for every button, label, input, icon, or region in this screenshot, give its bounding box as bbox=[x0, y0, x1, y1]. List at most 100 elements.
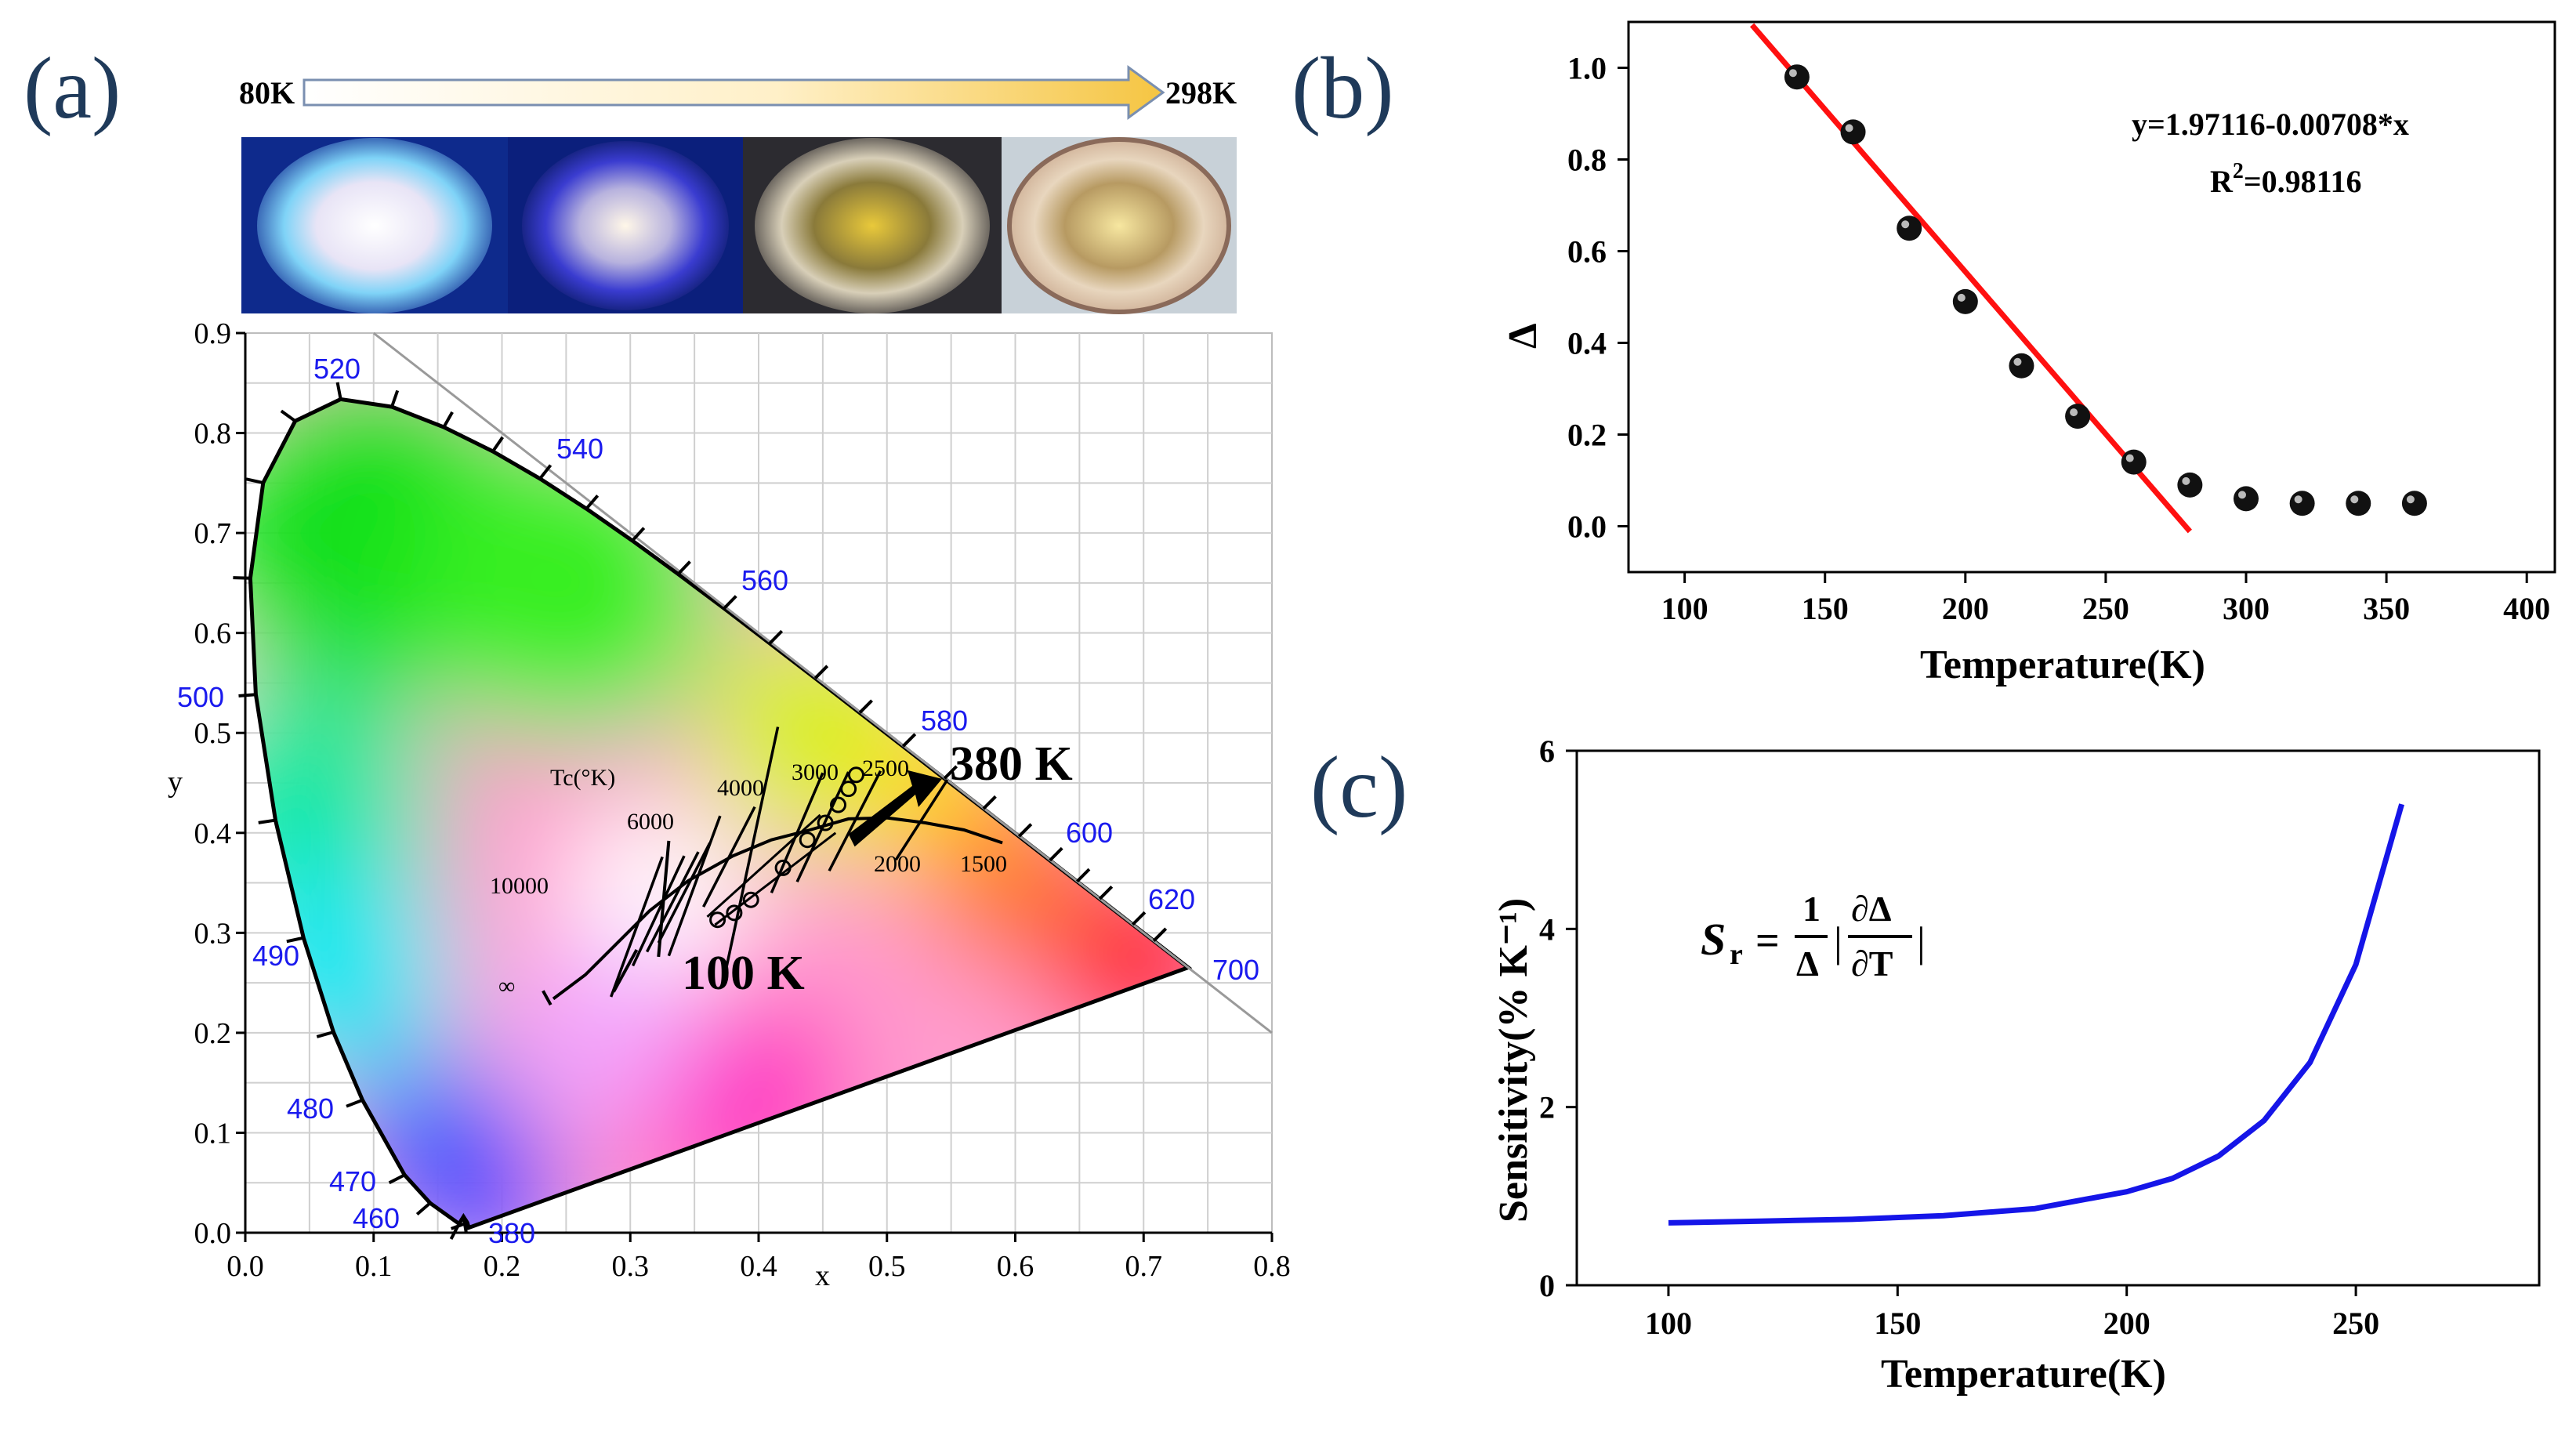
wl-580: 580 bbox=[921, 705, 968, 737]
data-point bbox=[1897, 216, 1922, 241]
wavelength-tick bbox=[813, 665, 829, 679]
iso-temperature-line bbox=[795, 771, 850, 883]
emission-point bbox=[830, 796, 847, 813]
data-point bbox=[2346, 491, 2371, 516]
wavelength-tick bbox=[768, 629, 784, 645]
planckian-end-cap bbox=[542, 990, 553, 1006]
fit-line bbox=[1749, 23, 2193, 534]
emission-point bbox=[774, 859, 792, 876]
cie-xlabel: x bbox=[815, 1259, 830, 1292]
cie-axes: 0.0 0.1 0.2 0.3 0.4 0.5 0.6 0.7 0.8 0.0 0.1 0.2 0.3 0… bbox=[194, 317, 1291, 1283]
wavelength-tick bbox=[585, 495, 600, 510]
b-xtick-label: 100 bbox=[1661, 591, 1708, 626]
emission-point bbox=[709, 911, 726, 929]
b-ytick-label: 0.8 bbox=[1567, 143, 1607, 178]
wl-380: 380 bbox=[488, 1217, 535, 1249]
b-xtick-label: 250 bbox=[2082, 591, 2129, 626]
wavelength-tick bbox=[538, 464, 553, 480]
formula-bar2: | bbox=[1917, 918, 1926, 965]
formula-delta: Δ bbox=[1796, 944, 1819, 984]
wavelength-tick bbox=[415, 1201, 432, 1216]
photo-2-dish bbox=[522, 141, 729, 310]
trajectory-arrow bbox=[848, 770, 942, 847]
cie-ytick-label: 0.2 bbox=[194, 1017, 232, 1050]
photo-1-dish bbox=[257, 138, 492, 313]
photo-3-dish bbox=[755, 138, 990, 313]
wavelength-tick bbox=[238, 693, 256, 698]
iso-temperature-line bbox=[631, 855, 686, 967]
wavelength-tick bbox=[316, 1031, 335, 1038]
planckian-title: Tc(°K) bbox=[550, 765, 615, 791]
panel-c-plot: 100 150 200 250 0 2 4 6 bbox=[1539, 734, 2541, 1341]
formula-r: r bbox=[1730, 938, 1743, 971]
cct-infinity: ∞ bbox=[498, 973, 515, 999]
data-point-highlight bbox=[1901, 220, 1910, 229]
emission-point bbox=[799, 831, 816, 849]
iso-temperature-line bbox=[645, 851, 700, 953]
arrow-start-label: 80K bbox=[239, 75, 295, 110]
data-point bbox=[2121, 449, 2147, 475]
color-blob bbox=[510, 938, 699, 1127]
sensitivity-formula: S r = 1 Δ | ∂Δ ∂T | bbox=[1701, 889, 1926, 984]
data-point-highlight bbox=[2070, 408, 2078, 417]
wavelength-tick bbox=[1152, 927, 1168, 942]
wl-490: 490 bbox=[252, 940, 299, 972]
fit-r2-sup: 2 bbox=[2233, 159, 2244, 183]
wavelength-tick bbox=[335, 382, 342, 400]
c-ytick-label: 4 bbox=[1539, 911, 1555, 947]
wl-480: 480 bbox=[287, 1092, 334, 1125]
color-blob bbox=[439, 1150, 565, 1228]
wl-600: 600 bbox=[1066, 817, 1113, 849]
b-xtick-label: 400 bbox=[2503, 591, 2550, 626]
iso-temperature-line bbox=[702, 806, 756, 908]
b-ytick-label: 0.2 bbox=[1567, 418, 1607, 453]
cct-1500: 1500 bbox=[960, 851, 1007, 877]
wavelength-tick bbox=[676, 560, 691, 575]
cie-emission-points bbox=[706, 766, 942, 929]
cie-ytick-label: 0.1 bbox=[194, 1117, 232, 1150]
cct-labels: Tc(°K) 10000 6000 4000 3000 2500 2000 15… bbox=[490, 755, 1007, 999]
wl-500: 500 bbox=[177, 681, 224, 713]
cie-xtick-label: 0.4 bbox=[740, 1250, 777, 1283]
wl-460: 460 bbox=[353, 1202, 400, 1234]
fit-r2-value: =0.98116 bbox=[2244, 164, 2362, 199]
cie-xtick-label: 0.6 bbox=[997, 1250, 1034, 1283]
data-point-highlight bbox=[2294, 495, 2302, 504]
emission-point bbox=[726, 904, 743, 922]
cie-xtick-label: 0.1 bbox=[355, 1250, 393, 1283]
cie-xtick-label: 0.3 bbox=[612, 1250, 650, 1283]
photo-4-dish bbox=[1007, 137, 1231, 314]
iso-temperature-line bbox=[894, 779, 949, 861]
cct-6000: 6000 bbox=[627, 809, 674, 835]
cie-ytick-label: 0.5 bbox=[194, 717, 232, 750]
data-point bbox=[1784, 64, 1810, 90]
b-ytick-label: 0.4 bbox=[1567, 326, 1607, 361]
cie-diagonal-line bbox=[372, 331, 1273, 1034]
formula-bar1: | bbox=[1834, 918, 1842, 965]
sample-photos bbox=[241, 137, 1237, 314]
wavelength-tick bbox=[286, 936, 304, 944]
emission-point bbox=[742, 891, 759, 908]
cct-4000: 4000 bbox=[717, 775, 764, 801]
wavelength-tick bbox=[390, 389, 400, 408]
data-point bbox=[2234, 486, 2259, 512]
cie-ytick-label: 0.0 bbox=[194, 1217, 232, 1250]
b-xlabel: Temperature(K) bbox=[1920, 643, 2205, 687]
fit-r2: R2=0.98116 bbox=[2210, 159, 2361, 199]
iso-temperature-line bbox=[725, 726, 780, 968]
temperature-arrow bbox=[303, 65, 1165, 120]
b-ytick-label: 0.0 bbox=[1567, 509, 1607, 545]
wavelength-tick bbox=[245, 477, 264, 485]
cie-xtick-label: 0.2 bbox=[484, 1250, 521, 1283]
emission-point bbox=[847, 766, 864, 784]
cct-2500: 2500 bbox=[862, 755, 909, 781]
data-point-highlight bbox=[2182, 476, 2190, 485]
cct-3000: 3000 bbox=[792, 759, 839, 785]
c-ytick-label: 6 bbox=[1539, 734, 1555, 769]
c-xtick-label: 150 bbox=[1874, 1306, 1921, 1341]
wavelength-tick bbox=[1076, 868, 1091, 883]
data-point bbox=[2177, 472, 2203, 498]
cie-ylabel: y bbox=[168, 766, 183, 799]
cct-10000: 10000 bbox=[490, 873, 549, 899]
